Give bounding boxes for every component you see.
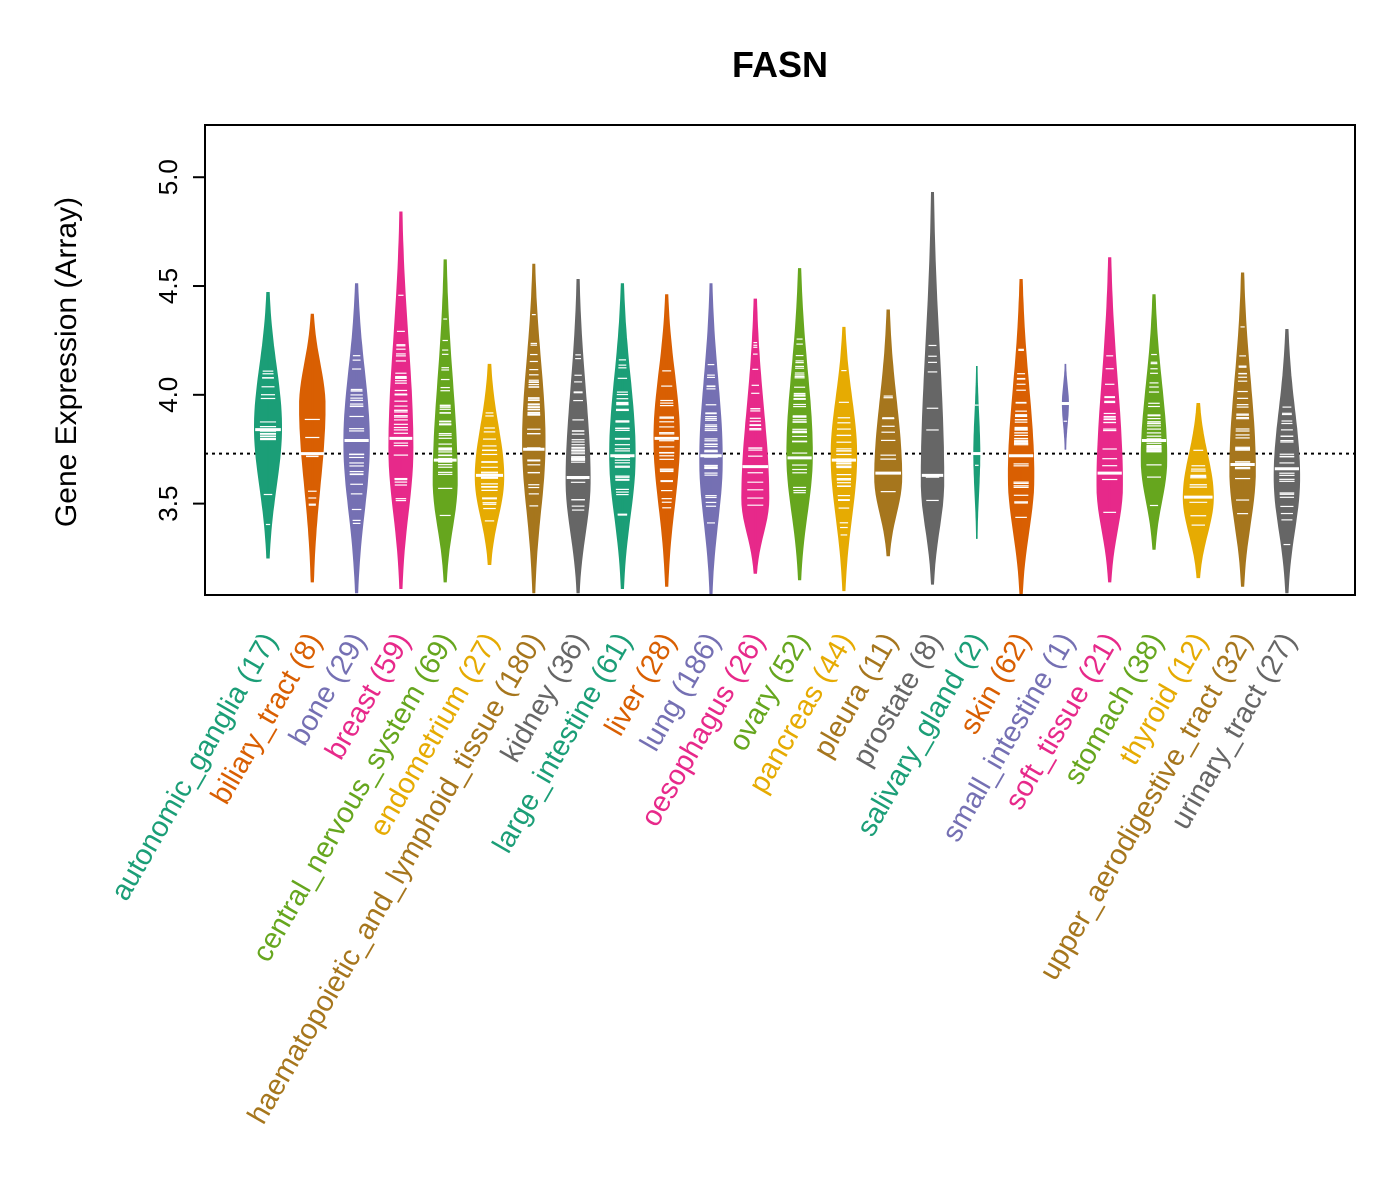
y-tick-label: 4.0 (153, 377, 183, 413)
violin-central_nervous_system (432, 259, 458, 583)
violin-small_intestine (1059, 363, 1072, 450)
violin-liver (653, 294, 680, 587)
violin-bone (343, 283, 370, 594)
violin-pleura (874, 309, 903, 557)
violin-upper_aerodigestive_tract (1229, 272, 1256, 587)
violin-oesophagus (741, 298, 770, 574)
violin-haematopoietic_and_lymphoid_tissue (522, 263, 546, 594)
plot-area (205, 192, 1355, 596)
y-axis: 3.5 4.0 4.5 5.0 (153, 159, 206, 522)
violin-biliary_tract (299, 313, 326, 583)
violin-endometrium (474, 363, 505, 565)
violin-pancreas (830, 326, 858, 592)
y-tick-label: 3.5 (153, 486, 183, 522)
violin-salivary_gland (970, 366, 983, 539)
violin-urinary_tract (1273, 329, 1301, 594)
violin-autonomic_ganglia (254, 292, 282, 559)
violin-skin (1007, 279, 1035, 596)
violin-breast (388, 211, 414, 589)
violin-thyroid (1182, 403, 1214, 579)
chart-title: FASN (732, 44, 828, 85)
y-tick-label: 5.0 (153, 159, 183, 195)
violin-lung (699, 283, 723, 596)
x-axis-category-labels: autonomic_ganglia (17)biliary_tract (8)b… (105, 628, 1303, 1130)
violin-large_intestine (609, 283, 636, 589)
violin-soft_tissue (1096, 257, 1123, 583)
y-tick-label: 4.5 (153, 268, 183, 304)
violin-prostate (920, 192, 945, 585)
plot-frame (204, 124, 1356, 596)
y-axis-label: Gene Expression (Array) (50, 197, 83, 527)
violin-stomach (1140, 294, 1168, 550)
violin-kidney (565, 279, 591, 594)
violin-ovary (786, 268, 813, 581)
